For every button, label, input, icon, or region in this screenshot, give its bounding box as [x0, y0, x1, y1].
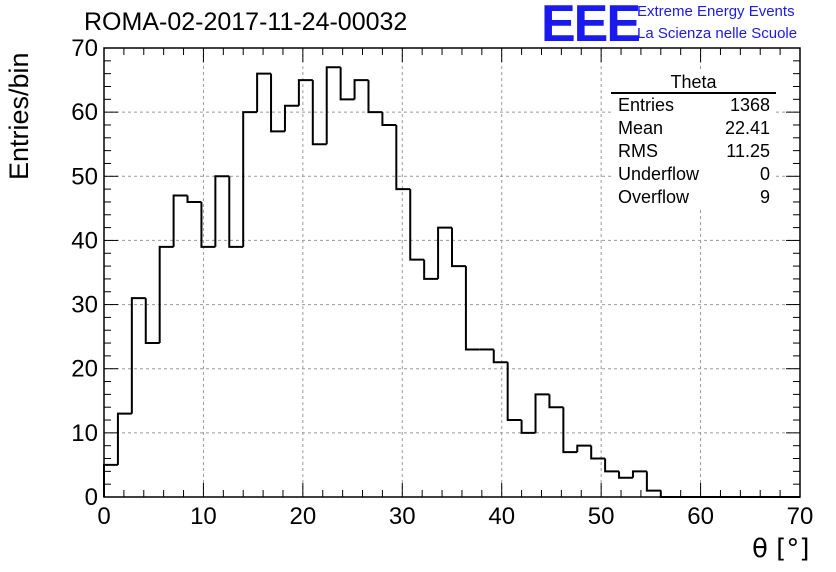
stats-label: Entries [618, 95, 675, 115]
stats-value: 11.25 [726, 141, 770, 161]
stats-value: 1368 [729, 95, 770, 115]
histogram-bin [228, 176, 244, 248]
histogram-bin [297, 79, 313, 106]
histogram-bin [367, 80, 383, 114]
histogram-bin [381, 112, 397, 126]
chart-title: ROMA-02-2017-11-24-00032 [84, 8, 408, 36]
histogram-bin [520, 420, 536, 434]
histogram-bin [645, 471, 661, 492]
y-tick-label: 0 [85, 484, 98, 511]
histogram-bin [492, 349, 508, 364]
stats-label: Underflow [618, 164, 700, 184]
stats-row-underflow: Underflow 0 [611, 163, 776, 186]
histogram-bin [200, 201, 216, 248]
histogram-bin [506, 362, 522, 422]
x-tick-label: 40 [488, 503, 515, 530]
histogram-bin [256, 72, 272, 113]
x-tick-label: 10 [190, 503, 217, 530]
histogram-bin [283, 104, 299, 132]
histogram-bin [409, 189, 425, 261]
histogram-bin [186, 195, 202, 203]
histogram-bin [464, 266, 480, 351]
x-tick-label: 60 [687, 503, 714, 530]
stats-label: Overflow [618, 187, 690, 207]
y-tick-label: 50 [71, 163, 98, 190]
histogram-bin [562, 407, 578, 454]
histogram-bin [353, 79, 369, 100]
stats-value: 22.41 [724, 118, 770, 138]
histogram-bin [172, 194, 188, 247]
x-tick-label: 70 [787, 503, 814, 530]
stats-value: 9 [759, 187, 770, 207]
histogram-bin [659, 490, 675, 498]
histogram-bin [270, 73, 285, 133]
histogram-bin [325, 66, 341, 145]
y-tick-label: 10 [71, 420, 98, 447]
y-tick-label: 60 [71, 99, 98, 126]
histogram-bin [311, 80, 327, 146]
histogram-bin [339, 67, 355, 101]
stats-label: RMS [618, 141, 658, 161]
histogram-bin [548, 394, 564, 409]
histogram-bin [144, 298, 160, 345]
histogram-bin [395, 124, 411, 191]
histogram-bin [103, 463, 118, 497]
stats-row-rms: RMS 11.25 [611, 140, 776, 163]
y-tick-label: 30 [71, 292, 98, 319]
histogram-bin [437, 226, 452, 279]
x-tick-label: 30 [389, 503, 416, 530]
histogram-bin [631, 470, 647, 478]
stats-box: Theta Entries 1368 Mean 22.41 RMS 11.25 … [611, 72, 776, 209]
histogram-bin [534, 393, 550, 433]
histogram-bin [451, 227, 466, 268]
histogram-bin [242, 111, 258, 247]
histogram-bin [576, 444, 592, 453]
y-tick-label: 70 [71, 35, 98, 62]
histogram-bin [130, 297, 146, 414]
stats-row-entries: Entries 1368 [611, 94, 776, 117]
x-axis-label: θ [°] [752, 534, 810, 564]
stats-label: Mean [618, 118, 664, 138]
histogram-bin [618, 471, 633, 479]
y-axis-label: Entries/bin [4, 52, 34, 180]
histogram-bin [604, 458, 620, 473]
stats-value: 0 [759, 164, 770, 184]
histogram-bin [214, 175, 230, 247]
y-tick-label: 20 [71, 356, 98, 383]
stats-row-mean: Mean 22.41 [611, 117, 776, 140]
histogram-bin [158, 245, 174, 344]
histogram-bin [590, 445, 606, 460]
logo-subtitle-2: La Scienza nelle Scuole [637, 25, 798, 42]
stats-title: Theta [611, 72, 776, 94]
y-tick-label: 40 [71, 227, 98, 254]
stats-row-overflow: Overflow 9 [611, 186, 776, 209]
histogram-bin [116, 412, 132, 465]
x-tick-label: 20 [290, 503, 317, 530]
x-tick-label: 50 [588, 503, 615, 530]
histogram-bin [423, 259, 439, 280]
plot-frame [103, 47, 801, 498]
x-tick-label: 0 [97, 503, 110, 530]
logo-subtitle-1: Extreme Energy Events [637, 3, 795, 20]
eee-logo: EEE [541, 0, 641, 53]
